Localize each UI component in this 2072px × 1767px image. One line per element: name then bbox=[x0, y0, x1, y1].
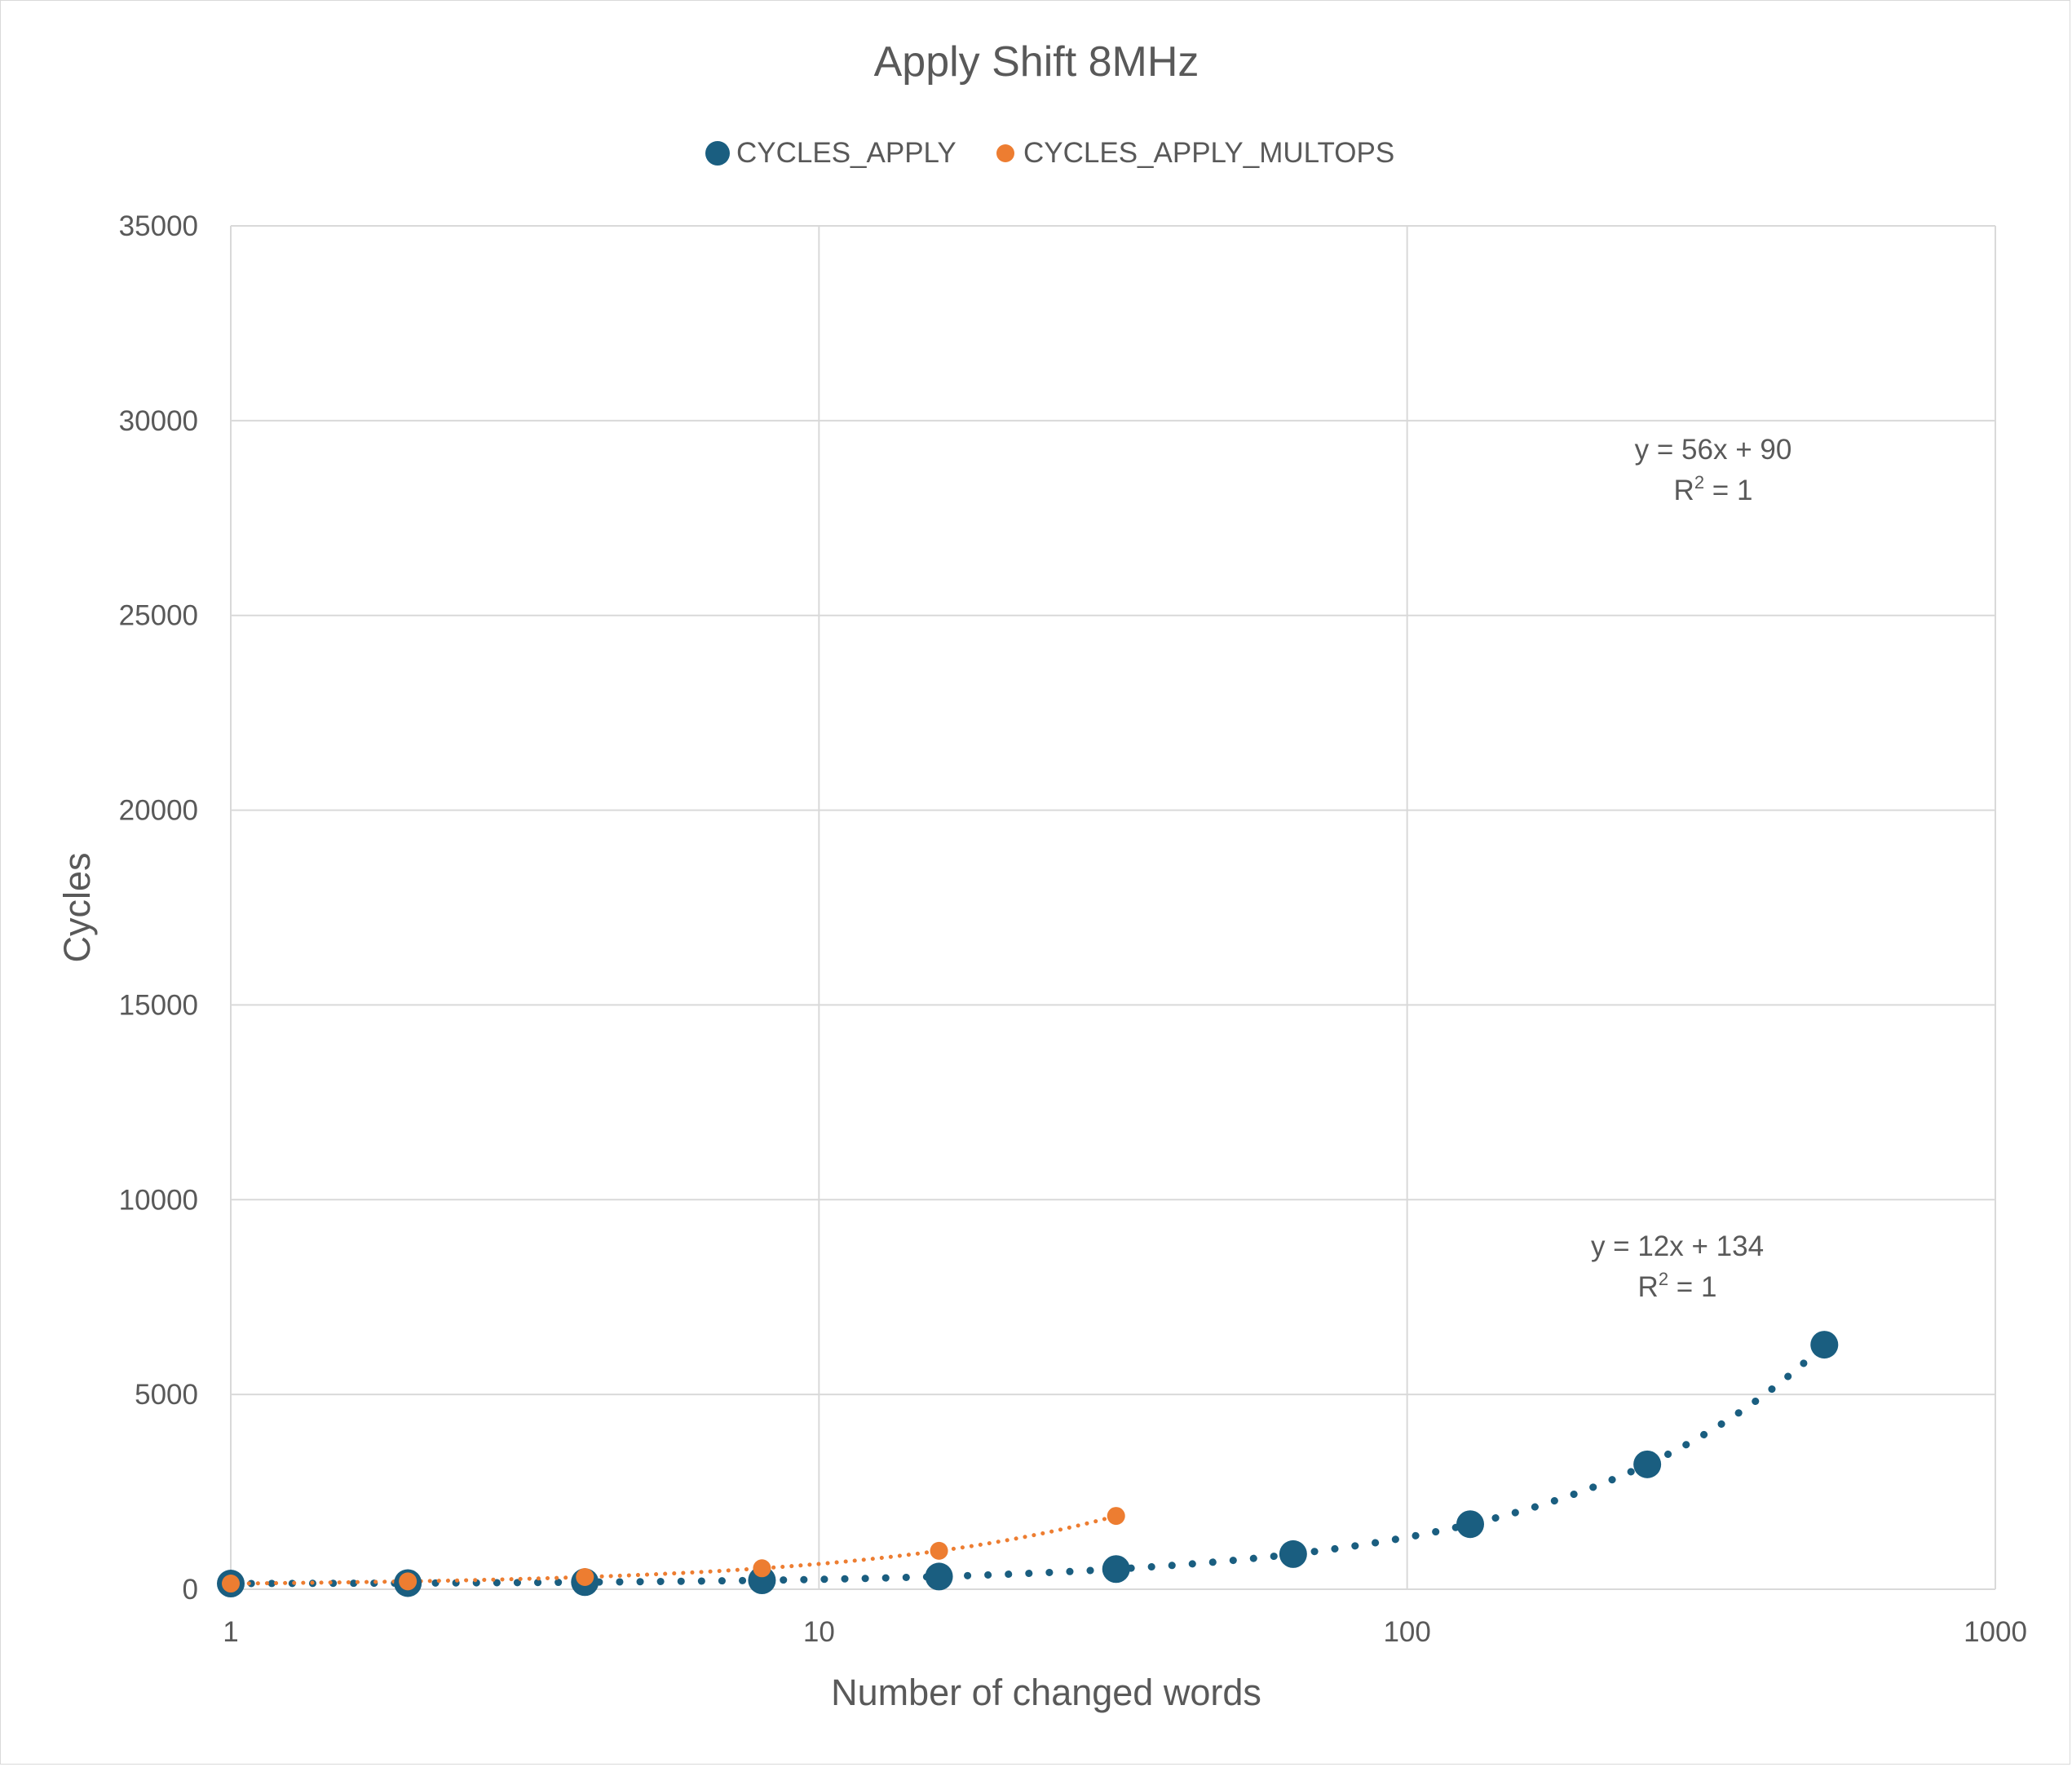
legend: CYCLES_APPLY CYCLES_APPLY_MULTOPS bbox=[705, 137, 1394, 169]
data-point-cycles-apply bbox=[925, 1562, 953, 1591]
y-tick-label: 30000 bbox=[119, 405, 198, 437]
y-tick-labels: 0 5000 10000 15000 20000 25000 30000 35000 bbox=[119, 210, 198, 1606]
data-point-cycles-apply-multops bbox=[753, 1559, 771, 1578]
legend-label-cycles-apply-multops: CYCLES_APPLY_MULTOPS bbox=[1023, 137, 1394, 169]
data-point-cycles-apply bbox=[1102, 1555, 1130, 1584]
y-tick-label: 0 bbox=[183, 1574, 198, 1606]
data-point-cycles-apply-multops bbox=[222, 1575, 240, 1593]
data-point-cycles-apply bbox=[1456, 1510, 1485, 1539]
x-tick-label: 1 bbox=[223, 1616, 238, 1648]
y-axis-label: Cycles bbox=[56, 852, 98, 962]
trendline-equation-multops: y = 56x + 90 bbox=[1635, 434, 1792, 466]
r2-prefix: R bbox=[1674, 475, 1694, 506]
data-point-cycles-apply-multops bbox=[576, 1567, 594, 1586]
trendline-cycles-apply bbox=[227, 1341, 1828, 1588]
r2-suffix: = 1 bbox=[1668, 1271, 1716, 1303]
legend-marker-cycles-apply bbox=[705, 141, 730, 166]
r2-exponent: 2 bbox=[1694, 472, 1704, 493]
r2-exponent: 2 bbox=[1659, 1269, 1668, 1289]
y-tick-label: 5000 bbox=[135, 1379, 198, 1411]
data-point-cycles-apply-multops bbox=[930, 1541, 948, 1560]
y-tick-label: 10000 bbox=[119, 1184, 198, 1216]
trendlines bbox=[227, 1341, 1828, 1588]
data-point-cycles-apply bbox=[1810, 1331, 1839, 1359]
data-point-cycles-apply bbox=[1279, 1539, 1307, 1568]
x-tick-label: 100 bbox=[1383, 1616, 1430, 1648]
x-axis-label: Number of changed words bbox=[831, 1672, 1261, 1713]
data-point-cycles-apply bbox=[1633, 1450, 1662, 1478]
y-tick-label: 15000 bbox=[119, 989, 198, 1021]
r2-prefix: R bbox=[1638, 1271, 1659, 1303]
trendline-label-apply: y = 12x + 134 R2 = 1 bbox=[1591, 1230, 1764, 1303]
legend-label-cycles-apply: CYCLES_APPLY bbox=[736, 137, 956, 169]
data-point-cycles-apply-multops bbox=[399, 1572, 417, 1591]
r2-suffix: = 1 bbox=[1704, 475, 1752, 506]
trendline-r2-apply: R2 = 1 bbox=[1638, 1269, 1717, 1303]
trendline-cycles-apply-multops bbox=[228, 1513, 1119, 1586]
y-tick-label: 20000 bbox=[119, 795, 198, 827]
trendline-r2-multops: R2 = 1 bbox=[1674, 472, 1753, 506]
legend-marker-cycles-apply-multops bbox=[996, 144, 1014, 162]
y-tick-label: 35000 bbox=[119, 210, 198, 242]
chart-title: Apply Shift 8MHz bbox=[874, 38, 1199, 86]
x-tick-label: 1000 bbox=[1964, 1616, 2027, 1648]
gridlines bbox=[230, 225, 1996, 1590]
trendline-label-multops: y = 56x + 90 R2 = 1 bbox=[1635, 434, 1792, 506]
data-points bbox=[217, 1331, 1839, 1598]
y-tick-label: 25000 bbox=[119, 600, 198, 632]
x-tick-label: 10 bbox=[803, 1616, 835, 1648]
x-tick-labels: 1 10 100 1000 bbox=[223, 1616, 2027, 1648]
data-point-cycles-apply-multops bbox=[1107, 1507, 1125, 1526]
trendline-equation-apply: y = 12x + 134 bbox=[1591, 1230, 1764, 1262]
